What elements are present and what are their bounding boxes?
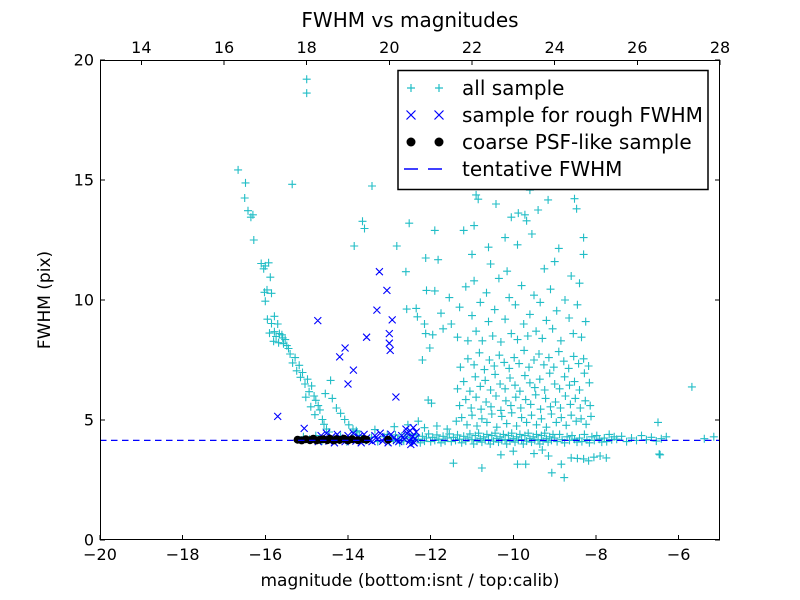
x-axis-label: magnitude (bottom:isnt / top:calib): [261, 571, 560, 591]
data-point-dot: [362, 435, 371, 444]
axes-spines: [100, 60, 720, 540]
x-tick-label-bottom: −12: [414, 545, 448, 564]
x-tick-label-bottom: −16: [248, 545, 282, 564]
legend-label-rough-fwhm: sample for rough FWHM: [462, 103, 703, 127]
x-tick-label-bottom: −14: [331, 545, 365, 564]
x-tick-label-top: 16: [214, 38, 234, 57]
x-tick-label-bottom: −20: [83, 545, 117, 564]
y-tick-label: 15: [74, 171, 94, 190]
x-tick-label-top: 24: [544, 38, 564, 57]
chart-title: FWHM vs magnitudes: [301, 8, 518, 32]
legend: all sample sample for rough FWHM coarse …: [397, 69, 709, 191]
y-tick-label: 10: [74, 291, 94, 310]
legend-x-marker-icon: [406, 110, 444, 120]
y-tick-label: 20: [74, 51, 94, 70]
x-tick-label-bottom: −10: [496, 545, 530, 564]
legend-box: [397, 69, 709, 191]
series-coarse-psf-like-sample: [293, 434, 393, 445]
series-layer: [100, 75, 720, 482]
y-tick-label: 5: [84, 411, 94, 430]
legend-label-all-sample: all sample: [462, 76, 564, 100]
x-tick-label-top: 26: [627, 38, 647, 57]
legend-plus-marker-icon: [407, 84, 443, 92]
x-tick-label-top: 18: [296, 38, 316, 57]
legend-label-tentative-fwhm: tentative FWHM: [462, 157, 622, 181]
x-tick-label-top: 28: [710, 38, 730, 57]
x-tick-label-top: 22: [462, 38, 482, 57]
legend-dot-marker-icon: [434, 137, 444, 147]
x-tick-label-top: 20: [379, 38, 399, 57]
data-point-dot: [384, 435, 393, 444]
x-tick-label-bottom: −6: [667, 545, 691, 564]
x-tick-label-bottom: −18: [166, 545, 200, 564]
legend-label-coarse-psf: coarse PSF-like sample: [462, 130, 692, 154]
y-tick-label: 0: [84, 531, 94, 550]
x-tick-label-top: 14: [131, 38, 151, 57]
y-axis-label: FWHM (pix): [35, 251, 55, 349]
x-tick-label-bottom: −8: [584, 545, 608, 564]
legend-dot-marker-icon: [406, 137, 416, 147]
